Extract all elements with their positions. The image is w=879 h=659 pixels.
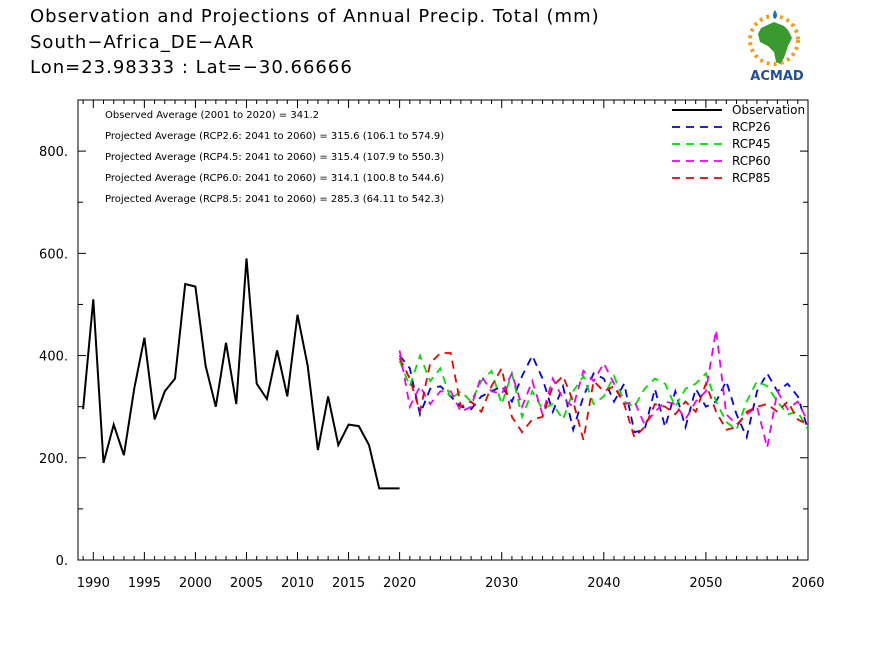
y-tick-label: 0. (56, 554, 68, 569)
y-tick-label: 400. (39, 350, 68, 365)
africa-map-icon (758, 22, 792, 64)
acmad-logo: ACMAD (736, 8, 818, 84)
legend-label: RCP60 (732, 154, 771, 168)
y-tick-label: 800. (39, 145, 68, 160)
chart-location: South−Africa_DE−AAR (30, 32, 255, 53)
y-tick-label: 200. (39, 452, 68, 467)
series-line-rcp45 (398, 352, 809, 432)
x-tick-label: 2000 (179, 576, 212, 591)
x-tick-label: 2050 (689, 576, 722, 591)
annotation-line: Projected Average (RCP2.6: 2041 to 2060)… (105, 131, 444, 142)
annotation-line: Observed Average (2001 to 2020) = 341.2 (105, 110, 319, 121)
legend-label: Observation (732, 103, 805, 117)
y-tick-label: 600. (39, 247, 68, 262)
x-tick-label: 2005 (230, 576, 263, 591)
x-tick-label: 2015 (332, 576, 365, 591)
series-line-rcp60 (398, 329, 809, 448)
x-tick-label: 1995 (128, 576, 161, 591)
annotation-line: Projected Average (RCP6.0: 2041 to 2060)… (105, 173, 444, 184)
water-drop-icon (773, 10, 777, 19)
x-tick-label: 2030 (485, 576, 518, 591)
legend-label: RCP26 (732, 120, 771, 134)
annotation-line: Projected Average (RCP4.5: 2041 to 2060)… (105, 152, 444, 163)
legend-label: RCP45 (732, 137, 771, 151)
chart-title: Observation and Projections of Annual Pr… (30, 6, 600, 27)
x-tick-label: 2060 (791, 576, 824, 591)
x-tick-label: 1990 (77, 576, 110, 591)
series-line-observation (82, 258, 400, 490)
x-tick-label: 2010 (281, 576, 314, 591)
series-line-rcp85 (398, 352, 809, 441)
plot-frame (77, 99, 809, 561)
x-tick-label: 2040 (587, 576, 620, 591)
legend-label: RCP85 (732, 171, 771, 185)
series-line-rcp26 (398, 353, 809, 441)
annotation-line: Projected Average (RCP8.5: 2041 to 2060)… (105, 194, 444, 205)
x-tick-label: 2020 (383, 576, 416, 591)
chart-coordinates: Lon=23.98333 : Lat=−30.66666 (30, 57, 353, 78)
logo-text: ACMAD (750, 69, 804, 84)
